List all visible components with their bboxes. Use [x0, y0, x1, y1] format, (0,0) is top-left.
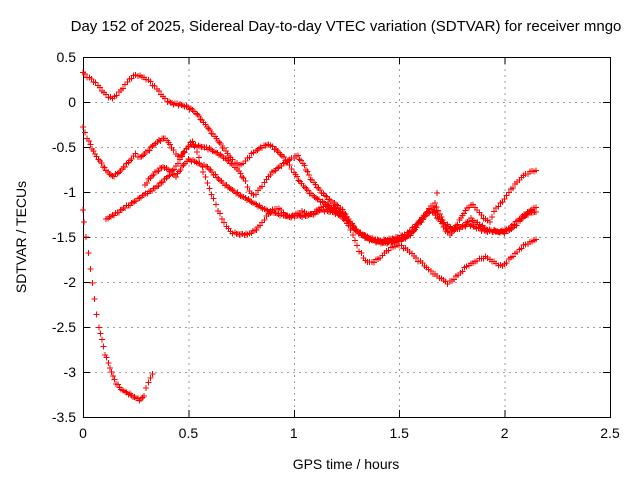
data-series-trace-4 — [103, 138, 540, 287]
y-tick-label: -2 — [63, 274, 76, 290]
data-series-trace-5 — [142, 156, 540, 245]
x-axis-label: GPS time / hours — [292, 456, 400, 472]
grid-lines — [83, 57, 610, 417]
y-tick-label: -1.5 — [51, 229, 76, 245]
outlier-marker — [434, 189, 441, 196]
y-tick-label: -3.5 — [51, 409, 76, 425]
y-tick-label: -2.5 — [51, 319, 76, 335]
x-tick-label: 0.5 — [178, 425, 199, 441]
y-tick-label: -1 — [63, 184, 76, 200]
x-tick-label: 2.5 — [600, 425, 620, 441]
x-tick-label: 1 — [289, 425, 298, 441]
y-tick-label: 0 — [68, 94, 76, 110]
tick-marks — [83, 57, 611, 418]
x-tick-label: 2 — [500, 425, 509, 441]
y-tick-label: -3 — [63, 364, 76, 380]
data-series-trace-3 — [80, 207, 156, 404]
x-tick-label: 1.5 — [389, 425, 409, 441]
x-tick-label: 0 — [79, 425, 87, 441]
y-tick-label: -0.5 — [51, 139, 76, 155]
y-tick-label: 0.5 — [56, 49, 76, 65]
chart-title: Day 152 of 2025, Sidereal Day-to-day VTE… — [70, 18, 622, 35]
